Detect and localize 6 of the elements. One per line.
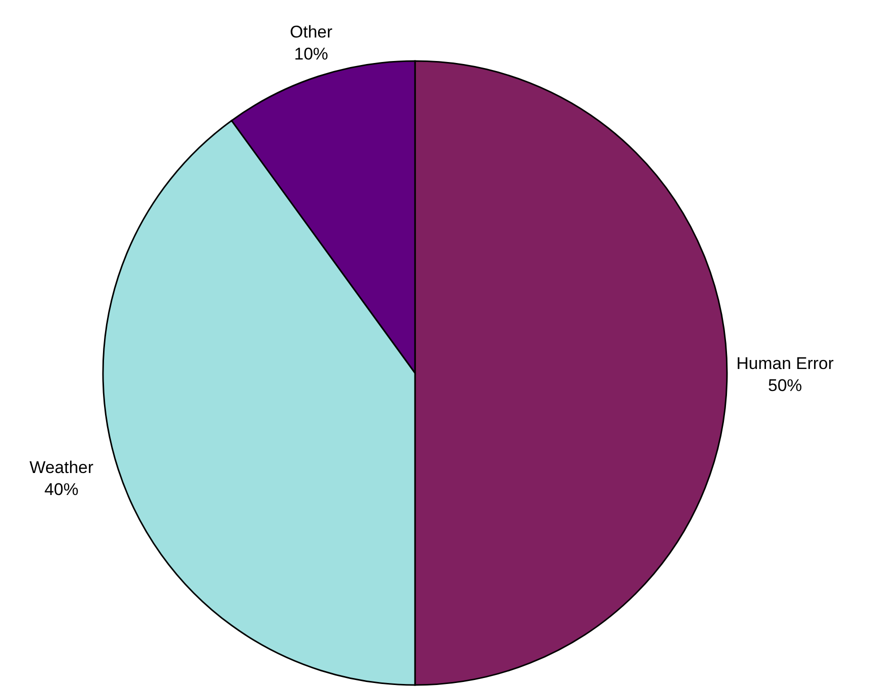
data-label: 50% [768,376,802,395]
data-label: 10% [294,44,328,64]
slice-label: Human Error [736,354,834,373]
slice-label: Weather [29,458,94,477]
slice-label: Other [290,22,333,42]
data-label: 40% [44,480,78,499]
